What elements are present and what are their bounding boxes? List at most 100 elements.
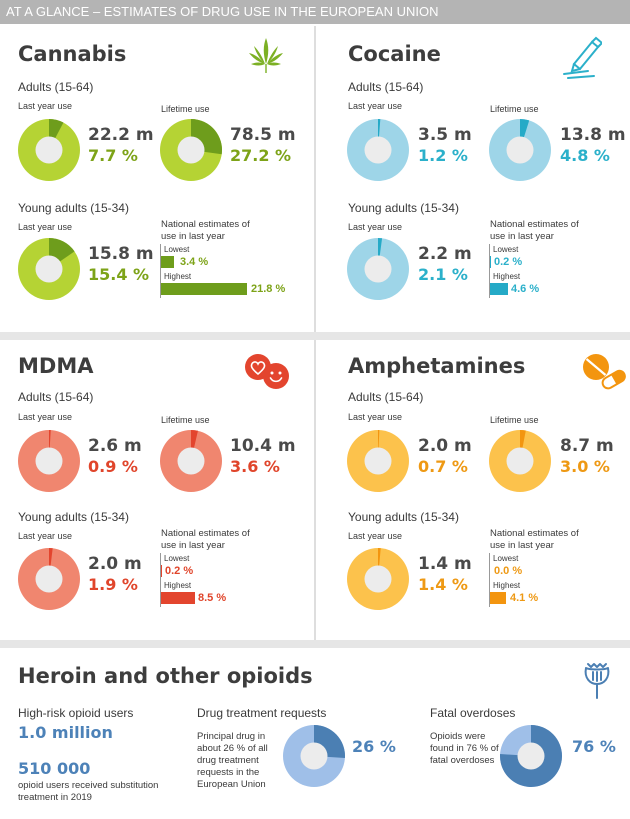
cannabis-young-last-year-pct: 15.4 % — [88, 265, 150, 284]
mdma-adults-last-year-pct: 0.9 % — [88, 457, 138, 476]
cannabis-adults-last-year-pct: 7.7 % — [88, 146, 138, 165]
opioids-overdose-text: Opioids were found in 76 % of fatal over… — [430, 731, 499, 766]
poppy-icon — [582, 660, 612, 700]
cannabis-range-axis — [160, 244, 161, 298]
cannabis-title: Cannabis — [18, 42, 127, 66]
mdma-young-last-year-label: Last year use — [18, 531, 73, 541]
amphetamines-range-axis — [489, 553, 490, 607]
mdma-young-last-year-pct: 1.9 % — [88, 575, 138, 594]
amphetamines-title: Amphetamines — [348, 354, 526, 378]
cannabis-adults-last-year-donut-hole — [35, 136, 63, 164]
mdma-lifetime-label: Lifetime use — [161, 415, 210, 425]
mdma-adults-lifetime-pct: 3.6 % — [230, 457, 280, 476]
mdma-adults-lifetime-donut — [160, 430, 222, 492]
amphetamines-lowest-pct: 0.0 % — [494, 565, 523, 577]
cannabis-lowest-pct: 3.4 % — [180, 256, 209, 268]
cannabis-last-year-label: Last year use — [18, 101, 73, 111]
cannabis-adults-label: Adults (15-64) — [18, 80, 94, 94]
amphetamines-adults-label: Adults (15-64) — [348, 390, 424, 404]
mdma-adults-last-year-count: 2.6 m — [88, 436, 142, 456]
cocaine-lowest-label: Lowest — [493, 245, 519, 254]
opioids-title: Heroin and other opioids — [18, 664, 313, 688]
mdma-adults-label: Adults (15-64) — [18, 390, 94, 404]
amphetamines-adults-lifetime-pct: 3.0 % — [560, 457, 610, 476]
cannabis-adults-lifetime-pct: 27.2 % — [230, 146, 292, 165]
mdma-lowest-bar — [161, 565, 162, 577]
cannabis-young-adults-label: Young adults (15-34) — [18, 201, 129, 215]
amphetamines-young-adults-label: Young adults (15-34) — [348, 510, 459, 524]
divider-horizontal-1 — [0, 332, 630, 340]
amphetamines-highest-pct: 4.1 % — [510, 592, 539, 604]
cocaine-adults-lifetime-pct: 4.8 % — [560, 146, 610, 165]
divider-vertical-middle — [314, 340, 316, 640]
mdma-highest-label: Highest — [164, 581, 192, 590]
cocaine-title: Cocaine — [348, 42, 441, 66]
opioids-substitution-value: 510 000 — [18, 759, 91, 778]
cannabis-young-last-year-count: 15.8 m — [88, 244, 154, 264]
cannabis-highest-label: Highest — [164, 272, 192, 281]
cocaine-lifetime-label: Lifetime use — [490, 104, 539, 114]
cannabis-young-last-year-donut — [18, 238, 80, 300]
cocaine-adults-lifetime-count: 13.8 m — [560, 125, 626, 145]
mdma-national-estimates-label: National estimates of use in last year — [161, 528, 250, 551]
amphetamines-highest-bar — [490, 592, 507, 604]
cannabis-panel: Cannabis Adults (15-64) Last year use Li… — [0, 26, 314, 332]
cannabis-lifetime-label: Lifetime use — [161, 104, 210, 114]
amphetamines-young-last-year-donut-hole — [364, 565, 392, 593]
amphetamines-adults-last-year-donut — [347, 430, 409, 492]
opioids-high-risk-value: 1.0 million — [18, 723, 113, 742]
mdma-title: MDMA — [18, 354, 94, 378]
cannabis-young-last-year-donut-hole — [35, 255, 63, 283]
opioids-treatment-donut — [283, 725, 345, 787]
mdma-adults-last-year-donut-hole — [35, 447, 63, 475]
cocaine-national-estimates-label: National estimates of use in last year — [490, 219, 579, 242]
mdma-lowest-label: Lowest — [164, 554, 190, 563]
amphetamines-young-last-year-label: Last year use — [348, 531, 403, 541]
mdma-adults-lifetime-count: 10.4 m — [230, 436, 296, 456]
cannabis-adults-lifetime-donut — [160, 119, 222, 181]
cannabis-young-last-year-label: Last year use — [18, 222, 73, 232]
cocaine-adults-last-year-donut-hole — [364, 136, 392, 164]
mdma-panel: MDMA Adults (15-64) Last year use Lifeti… — [0, 340, 314, 640]
cocaine-young-last-year-donut-hole — [364, 255, 392, 283]
opioids-overdose-donut — [500, 725, 562, 787]
cocaine-last-year-label: Last year use — [348, 101, 403, 111]
opioids-substitution-text: opioid users received substitution treat… — [18, 780, 159, 803]
mdma-young-adults-label: Young adults (15-34) — [18, 510, 129, 524]
opioids-overdose-donut-hole — [517, 742, 545, 770]
opioids-treatment-heading: Drug treatment requests — [197, 706, 327, 720]
mdma-last-year-label: Last year use — [18, 412, 73, 422]
amphetamines-adults-lifetime-donut — [489, 430, 551, 492]
cocaine-panel: Cocaine Adults (15-64) Last year use Lif… — [316, 26, 630, 332]
amphetamines-lifetime-label: Lifetime use — [490, 415, 539, 425]
amphetamines-young-last-year-pct: 1.4 % — [418, 575, 468, 594]
cannabis-highest-pct: 21.8 % — [251, 283, 286, 295]
cocaine-adults-lifetime-donut-hole — [506, 136, 534, 164]
cannabis-national-estimates-label: National estimates of use in last year — [161, 219, 250, 242]
page-header: AT A GLANCE – ESTIMATES OF DRUG USE IN T… — [0, 0, 630, 24]
cannabis-leaf-icon — [248, 36, 284, 76]
mdma-adults-lifetime-donut-hole — [177, 447, 205, 475]
opioids-treatment-donut-hole — [300, 742, 328, 770]
mdma-young-last-year-count: 2.0 m — [88, 554, 142, 574]
cocaine-line-icon — [560, 36, 602, 80]
mdma-young-last-year-donut-hole — [35, 565, 63, 593]
cannabis-adults-lifetime-count: 78.5 m — [230, 125, 296, 145]
cannabis-adults-last-year-donut — [18, 119, 80, 181]
heart-smiley-icon — [244, 352, 290, 390]
amphetamines-young-last-year-donut — [347, 548, 409, 610]
amphetamines-adults-last-year-donut-hole — [364, 447, 392, 475]
cannabis-lowest-bar — [161, 256, 175, 268]
mdma-young-last-year-donut — [18, 548, 80, 610]
cocaine-young-adults-label: Young adults (15-34) — [348, 201, 459, 215]
divider-horizontal-2 — [0, 640, 630, 648]
cocaine-highest-pct: 4.6 % — [511, 283, 540, 295]
cocaine-adults-label: Adults (15-64) — [348, 80, 424, 94]
mdma-highest-pct: 8.5 % — [198, 592, 227, 604]
cocaine-range-axis — [489, 244, 490, 298]
divider-vertical-top — [314, 26, 316, 332]
amphetamines-adults-last-year-count: 2.0 m — [418, 436, 472, 456]
amphetamines-lowest-label: Lowest — [493, 554, 519, 563]
cocaine-highest-bar — [490, 283, 509, 295]
mdma-highest-bar — [161, 592, 195, 604]
